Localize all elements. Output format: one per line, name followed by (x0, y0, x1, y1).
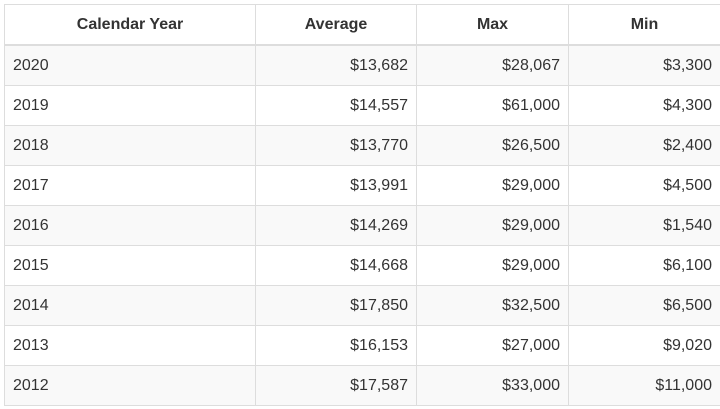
year-cell: 2017 (4, 165, 256, 206)
table-row: 2014 $17,850 $32,500 $6,500 (4, 285, 720, 326)
column-header-max[interactable]: Max (416, 4, 569, 46)
year-cell: 2016 (4, 205, 256, 246)
average-cell: $13,682 (255, 44, 417, 86)
min-cell: $4,500 (568, 165, 720, 206)
year-cell: 2014 (4, 285, 256, 326)
average-cell: $14,557 (255, 85, 417, 126)
table-row: 2015 $14,668 $29,000 $6,100 (4, 245, 720, 286)
max-cell: $26,500 (416, 125, 569, 166)
table-row: 2012 $17,587 $33,000 $11,000 (4, 365, 720, 406)
max-cell: $29,000 (416, 165, 569, 206)
min-cell: $2,400 (568, 125, 720, 166)
header-row: Calendar Year Average Max Min (4, 4, 720, 46)
column-header-average[interactable]: Average (255, 4, 417, 46)
year-cell: 2013 (4, 325, 256, 366)
table-row: 2018 $13,770 $26,500 $2,400 (4, 125, 720, 166)
year-cell: 2018 (4, 125, 256, 166)
max-cell: $32,500 (416, 285, 569, 326)
max-cell: $61,000 (416, 85, 569, 126)
table-row: 2016 $14,269 $29,000 $1,540 (4, 205, 720, 246)
average-cell: $13,770 (255, 125, 417, 166)
salary-stats-table-container: Calendar Year Average Max Min 2020 $13,6… (4, 4, 720, 406)
year-cell: 2015 (4, 245, 256, 286)
table-row: 2017 $13,991 $29,000 $4,500 (4, 165, 720, 206)
min-cell: $9,020 (568, 325, 720, 366)
salary-stats-table: Calendar Year Average Max Min 2020 $13,6… (4, 4, 720, 406)
min-cell: $3,300 (568, 44, 720, 86)
table-header: Calendar Year Average Max Min (4, 4, 720, 46)
average-cell: $17,850 (255, 285, 417, 326)
min-cell: $11,000 (568, 365, 720, 406)
min-cell: $6,500 (568, 285, 720, 326)
average-cell: $16,153 (255, 325, 417, 366)
table-row: 2020 $13,682 $28,067 $3,300 (4, 44, 720, 86)
table-body: 2020 $13,682 $28,067 $3,300 2019 $14,557… (4, 44, 720, 406)
min-cell: $4,300 (568, 85, 720, 126)
average-cell: $17,587 (255, 365, 417, 406)
min-cell: $6,100 (568, 245, 720, 286)
min-cell: $1,540 (568, 205, 720, 246)
max-cell: $27,000 (416, 325, 569, 366)
year-cell: 2020 (4, 44, 256, 86)
max-cell: $28,067 (416, 44, 569, 86)
year-cell: 2012 (4, 365, 256, 406)
column-header-calendar-year[interactable]: Calendar Year (4, 4, 256, 46)
max-cell: $33,000 (416, 365, 569, 406)
column-header-min[interactable]: Min (568, 4, 720, 46)
table-row: 2019 $14,557 $61,000 $4,300 (4, 85, 720, 126)
average-cell: $13,991 (255, 165, 417, 206)
max-cell: $29,000 (416, 205, 569, 246)
year-cell: 2019 (4, 85, 256, 126)
average-cell: $14,668 (255, 245, 417, 286)
table-row: 2013 $16,153 $27,000 $9,020 (4, 325, 720, 366)
average-cell: $14,269 (255, 205, 417, 246)
max-cell: $29,000 (416, 245, 569, 286)
